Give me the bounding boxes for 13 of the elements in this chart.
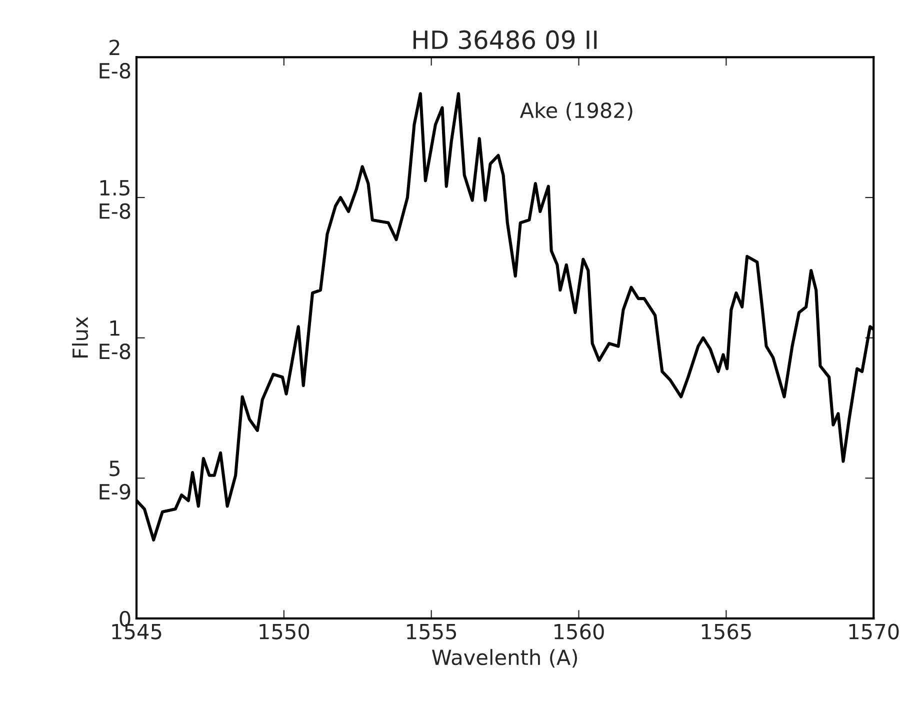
x-tick-label: 1550 xyxy=(260,624,310,640)
x-tick-label: 1555 xyxy=(407,624,456,640)
y-tick-label: 1.5E-8 xyxy=(100,180,130,219)
x-tick-label: 1570 xyxy=(849,624,899,640)
chart-title: HD 36486 09 II xyxy=(414,30,597,50)
y-tick-label: 2E-8 xyxy=(100,40,130,79)
x-tick-label: 1565 xyxy=(702,624,751,640)
y-tick-label: 5E-9 xyxy=(100,460,130,500)
y-tick-label: 1E-8 xyxy=(100,320,130,360)
y-axis-title: Flux xyxy=(72,316,88,358)
x-tick-label: 1560 xyxy=(554,624,604,640)
x-axis-title: Wavelenth (A) xyxy=(432,649,578,668)
annotation: Ake (1982) xyxy=(520,102,632,121)
